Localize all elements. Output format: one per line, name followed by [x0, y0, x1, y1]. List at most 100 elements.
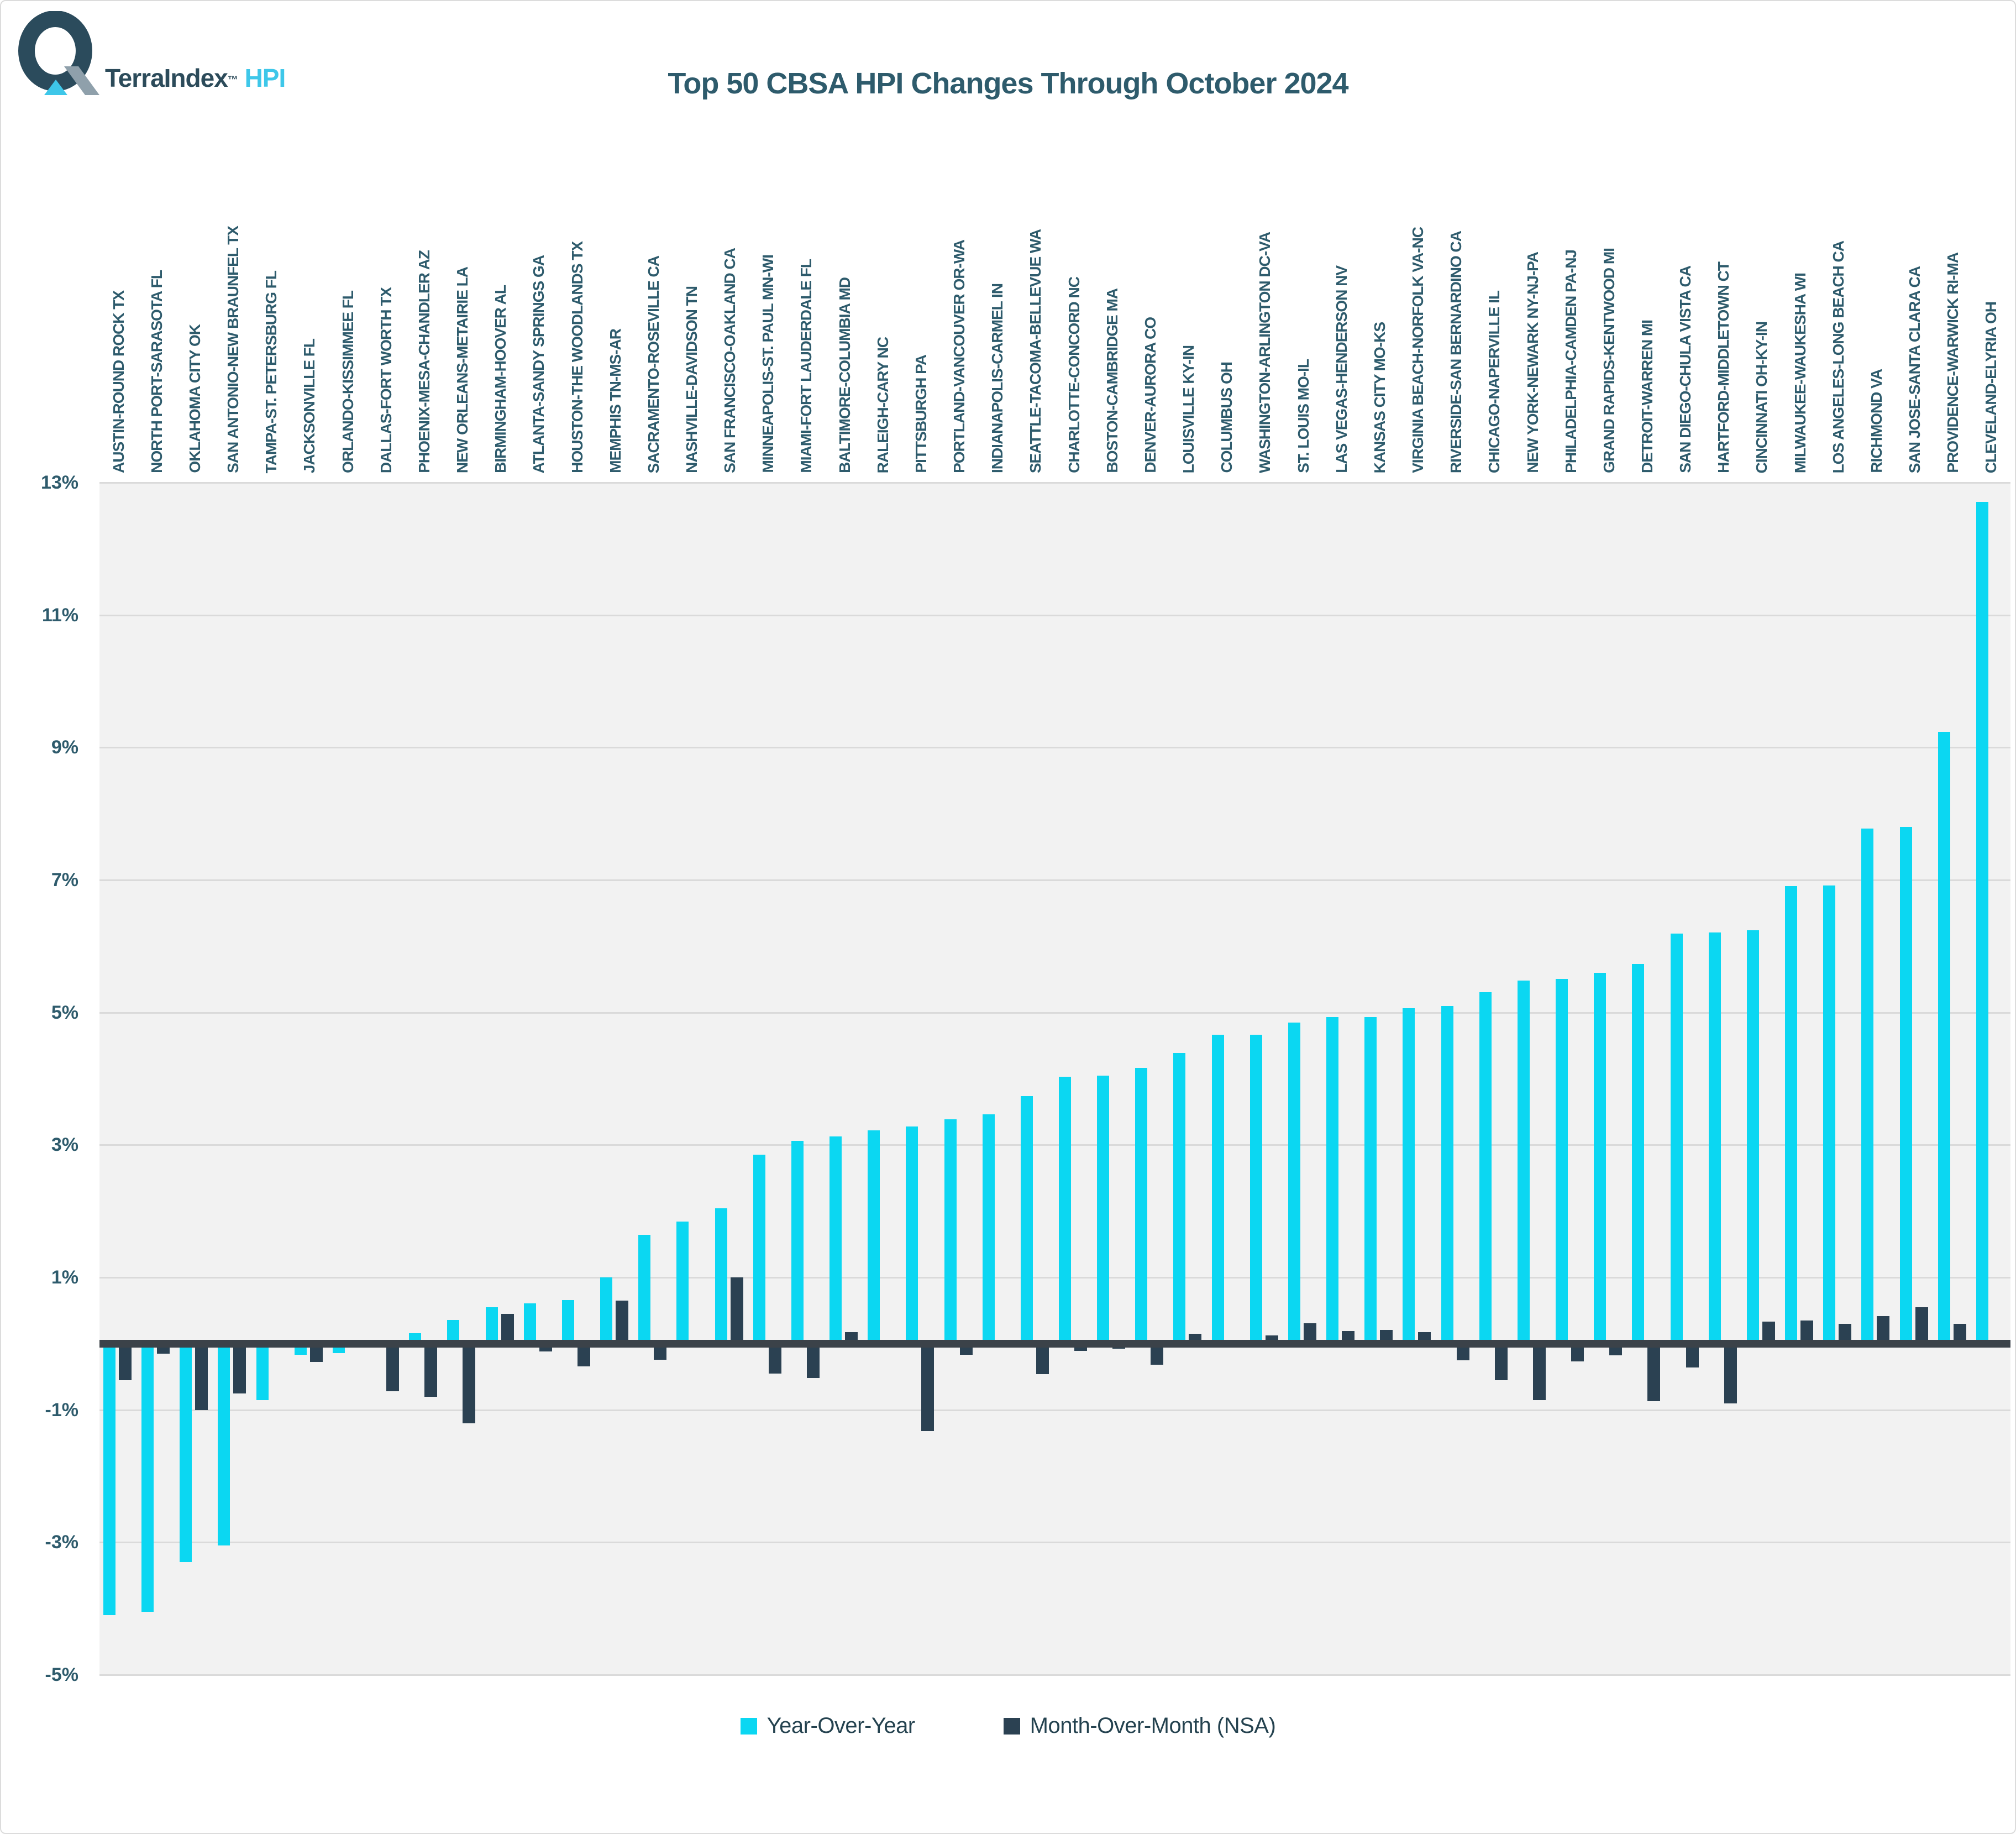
bar-year-over-year	[676, 1222, 689, 1344]
category-label: MILWAUKEE-WAUKESHA WI	[1791, 273, 1809, 473]
bar-month-over-month	[768, 1343, 781, 1374]
chart-title: Top 50 CBSA HPI Changes Through October …	[668, 67, 1348, 100]
category-label: PHILADELPHIA-CAMDEN PA-NJ	[1562, 250, 1579, 473]
category-label: COLUMBUS OH	[1218, 362, 1236, 473]
category-label: CHARLOTTE-CONCORD NC	[1065, 277, 1083, 473]
logo-text: TerraIndex™ HPI	[105, 63, 286, 93]
bar-year-over-year	[1173, 1052, 1186, 1344]
bar-year-over-year	[868, 1130, 880, 1344]
bar-year-over-year	[1976, 501, 1988, 1344]
gridline	[99, 1674, 2010, 1676]
category-label: NEW YORK-NEWARK NY-NJ-PA	[1524, 252, 1541, 473]
bar-year-over-year	[1632, 964, 1645, 1344]
bar-year-over-year	[1059, 1076, 1071, 1344]
bar-year-over-year	[1441, 1005, 1453, 1344]
category-label: BOSTON-CAMBRIDGE MA	[1103, 289, 1121, 473]
y-axis-tick-label: 11%	[41, 604, 78, 626]
category-label: GRAND RAPIDS-KENTWOOD MI	[1600, 248, 1618, 473]
category-label: MEMPHIS TN-MS-AR	[606, 329, 624, 473]
bar-month-over-month	[1532, 1343, 1546, 1400]
bar-year-over-year	[1250, 1035, 1262, 1344]
bar-month-over-month	[1456, 1343, 1469, 1360]
category-label: NEW ORLEANS-METAIRIE LA	[454, 266, 471, 473]
category-label: RALEIGH-CARY NC	[874, 337, 891, 473]
bar-year-over-year	[1708, 932, 1721, 1344]
category-label: RIVERSIDE-SAN BERNARDINO CA	[1447, 230, 1465, 473]
bar-month-over-month	[1877, 1316, 1890, 1344]
bar-month-over-month	[1953, 1323, 1966, 1344]
category-label: DETROIT-WARREN MI	[1638, 320, 1656, 473]
y-axis-tick-label: -3%	[45, 1532, 78, 1553]
category-label: BIRMINGHAM-HOOVER AL	[492, 285, 510, 473]
gridline	[99, 1277, 2010, 1278]
bar-month-over-month	[424, 1343, 438, 1397]
category-label: NASHVILLE-DAVIDSON TN	[683, 286, 700, 473]
bar-year-over-year	[218, 1343, 230, 1546]
category-label: OKLAHOMA CITY OK	[186, 324, 203, 473]
category-label: DALLAS-FORT WORTH TX	[377, 287, 395, 473]
bar-year-over-year	[180, 1343, 192, 1563]
bar-year-over-year	[638, 1235, 651, 1344]
category-label: CHICAGO-NAPERVILLE IL	[1485, 290, 1503, 473]
category-label: ST. LOUIS MO-IL	[1294, 359, 1312, 473]
category-label: NORTH PORT-SARASOTA FL	[148, 270, 165, 473]
gridline	[99, 614, 2010, 616]
category-label: PORTLAND-VANCOUVER OR-WA	[951, 240, 968, 473]
bar-month-over-month	[806, 1343, 820, 1379]
category-label: HOUSTON-THE WOODLANDS TX	[568, 242, 586, 473]
bar-year-over-year	[1746, 930, 1759, 1344]
gridline	[99, 1144, 2010, 1146]
bar-year-over-year	[1211, 1035, 1224, 1344]
bar-month-over-month	[1494, 1343, 1508, 1380]
category-label: INDIANAPOLIS-CARMEL IN	[989, 283, 1006, 473]
bar-year-over-year	[1785, 885, 1798, 1344]
legend-item: Year-Over-Year	[740, 1714, 915, 1738]
terraindex-q-icon	[18, 11, 99, 95]
y-axis-tick-label: 13%	[40, 472, 78, 493]
bar-month-over-month	[1686, 1343, 1699, 1367]
bar-year-over-year	[1594, 972, 1607, 1344]
logo-product-name: HPI	[244, 64, 286, 92]
y-axis-tick-label: 7%	[51, 869, 78, 890]
bar-month-over-month	[1724, 1343, 1737, 1403]
category-label: SACRAMENTO-ROSEVILLE CA	[644, 255, 662, 473]
bar-year-over-year	[791, 1141, 804, 1344]
category-label: LAS VEGAS-HENDERSON NV	[1332, 266, 1350, 473]
category-label: MINNEAPOLIS-ST. PAUL MN-WI	[759, 255, 777, 473]
bar-year-over-year	[1403, 1008, 1415, 1344]
bar-month-over-month	[577, 1343, 590, 1366]
bar-year-over-year	[600, 1277, 613, 1344]
bar-year-over-year	[1326, 1017, 1339, 1344]
bar-month-over-month	[1151, 1343, 1164, 1365]
category-label: PROVIDENCE-WARWICK RI-MA	[1944, 253, 1962, 473]
y-axis-tick-label: 9%	[51, 737, 78, 758]
y-axis-tick-label: -1%	[45, 1399, 78, 1421]
category-label: CLEVELAND-ELYRIA OH	[1982, 301, 2000, 473]
gridline	[99, 1409, 2010, 1411]
bar-month-over-month	[119, 1343, 132, 1380]
bar-year-over-year	[256, 1343, 269, 1400]
bar-month-over-month	[1915, 1307, 1928, 1344]
category-label: VIRGINIA BEACH-NORFOLK VA-NC	[1409, 227, 1427, 473]
category-label: AUSTIN-ROUND ROCK TX	[109, 291, 127, 473]
category-label: SAN DIEGO-CHULA VISTA CA	[1677, 266, 1694, 473]
bar-year-over-year	[1517, 981, 1530, 1344]
bar-month-over-month	[309, 1343, 323, 1363]
y-axis-tick-label: -5%	[45, 1664, 78, 1685]
legend-swatch-icon	[1003, 1717, 1020, 1735]
bar-year-over-year	[1556, 978, 1568, 1344]
terraindex-logo: TerraIndex™ HPI	[15, 11, 286, 98]
y-axis-tick-label: 3%	[51, 1134, 78, 1156]
bar-year-over-year	[523, 1303, 536, 1344]
legend-item: Month-Over-Month (NSA)	[1003, 1714, 1276, 1738]
plot-area	[99, 483, 2010, 1675]
logo-trademark: ™	[227, 74, 238, 86]
bar-month-over-month	[463, 1343, 476, 1423]
bar-month-over-month	[730, 1277, 743, 1344]
gridline	[99, 1012, 2010, 1014]
bar-year-over-year	[1097, 1075, 1110, 1344]
category-label: CINCINNATI OH-KY-IN	[1753, 321, 1771, 473]
bar-year-over-year	[753, 1155, 765, 1344]
bar-month-over-month	[233, 1343, 246, 1393]
